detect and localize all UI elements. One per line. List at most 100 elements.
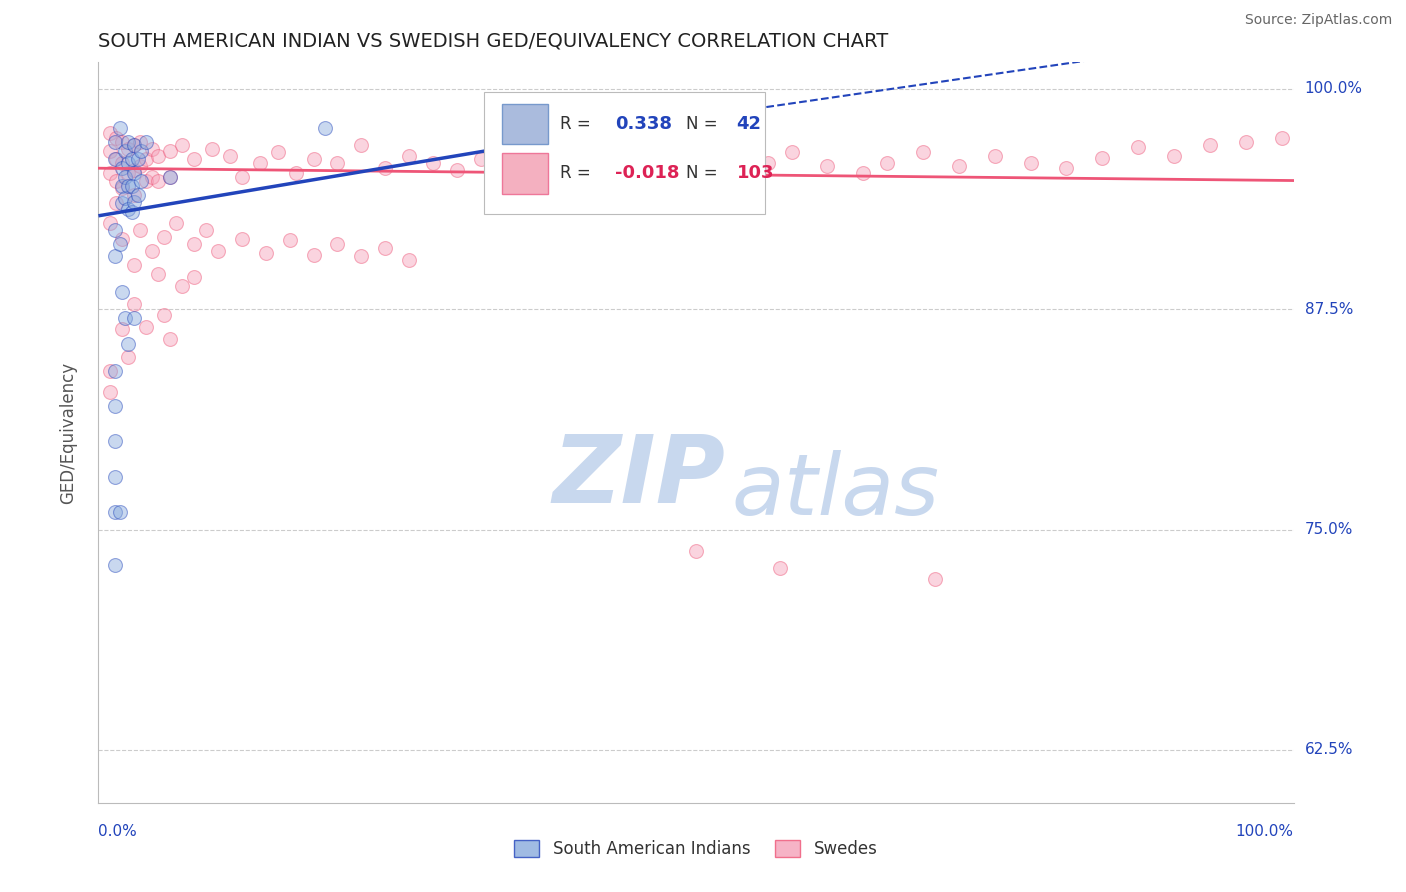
FancyBboxPatch shape <box>485 92 765 214</box>
Point <box>114 311 136 326</box>
Y-axis label: GED/Equivalency: GED/Equivalency <box>59 361 77 504</box>
Point <box>541 153 564 167</box>
Point <box>207 244 229 258</box>
Point <box>135 153 157 167</box>
Point <box>148 173 170 187</box>
Point <box>141 244 163 258</box>
Point <box>117 135 139 149</box>
Point <box>129 160 152 174</box>
Point <box>374 161 396 176</box>
Point <box>105 196 128 211</box>
Point <box>124 311 146 326</box>
Point <box>517 161 540 176</box>
Point <box>104 249 127 263</box>
Point <box>876 156 898 170</box>
Point <box>948 160 970 174</box>
Point <box>350 249 373 263</box>
Point <box>1234 135 1257 149</box>
Text: SOUTH AMERICAN INDIAN VS SWEDISH GED/EQUIVALENCY CORRELATION CHART: SOUTH AMERICAN INDIAN VS SWEDISH GED/EQU… <box>98 31 889 50</box>
Point <box>1091 151 1114 165</box>
Point <box>231 169 253 184</box>
Point <box>422 156 444 170</box>
Legend: South American Indians, Swedes: South American Indians, Swedes <box>508 833 884 865</box>
Text: 103: 103 <box>737 164 775 183</box>
Point <box>141 169 163 184</box>
Point <box>105 131 128 145</box>
Point <box>183 237 205 252</box>
Point <box>105 173 128 187</box>
Text: 42: 42 <box>737 115 762 133</box>
Point <box>648 149 672 163</box>
Point <box>111 156 134 170</box>
Point <box>104 364 127 378</box>
Point <box>124 258 146 272</box>
Bar <box>502 103 548 145</box>
Point <box>685 543 707 558</box>
Point <box>1199 138 1222 153</box>
Point <box>219 149 242 163</box>
Point <box>121 153 143 167</box>
Point <box>201 142 224 156</box>
Point <box>446 163 468 178</box>
Point <box>578 120 600 135</box>
Point <box>98 364 122 378</box>
Point <box>602 145 624 160</box>
Point <box>153 308 176 322</box>
Point <box>1271 131 1294 145</box>
Point <box>104 223 127 237</box>
Point <box>111 161 134 176</box>
Point <box>284 166 307 180</box>
Point <box>117 178 139 193</box>
Point <box>104 469 127 483</box>
Point <box>98 166 122 180</box>
Point <box>124 194 146 209</box>
Point <box>124 297 146 311</box>
Point <box>815 160 838 174</box>
Text: 0.338: 0.338 <box>614 115 672 133</box>
Text: atlas: atlas <box>733 450 939 533</box>
Point <box>924 572 946 586</box>
Point <box>111 285 134 299</box>
Point <box>121 178 143 193</box>
Text: Source: ZipAtlas.com: Source: ZipAtlas.com <box>1244 13 1392 28</box>
Point <box>148 267 170 281</box>
Point <box>124 163 146 178</box>
Point <box>111 180 134 194</box>
Point <box>494 138 516 153</box>
Point <box>108 237 131 252</box>
Point <box>159 169 181 184</box>
Point <box>159 169 181 184</box>
Point <box>108 505 131 519</box>
Point <box>398 252 420 267</box>
Point <box>98 144 122 158</box>
Point <box>98 385 122 400</box>
Point <box>117 166 139 180</box>
Point <box>127 153 149 167</box>
Point <box>183 153 205 167</box>
Point <box>129 223 152 237</box>
Point <box>117 156 139 170</box>
Point <box>626 161 648 176</box>
Point <box>183 270 205 285</box>
Text: 75.0%: 75.0% <box>1305 522 1353 537</box>
Point <box>172 138 194 153</box>
Point <box>852 166 875 180</box>
Point <box>117 202 139 216</box>
Text: R =: R = <box>560 164 596 183</box>
Point <box>481 120 505 135</box>
Bar <box>502 153 548 194</box>
Text: 0.0%: 0.0% <box>98 824 138 839</box>
Text: R =: R = <box>560 115 596 133</box>
Point <box>108 120 131 135</box>
Point <box>111 196 134 211</box>
Text: 62.5%: 62.5% <box>1305 742 1353 757</box>
Text: -0.018: -0.018 <box>614 164 679 183</box>
Point <box>111 135 134 149</box>
Point <box>254 245 277 260</box>
Text: 100.0%: 100.0% <box>1305 81 1362 96</box>
Point <box>127 187 149 202</box>
Point <box>326 156 349 170</box>
Point <box>114 144 136 158</box>
Point <box>165 216 187 230</box>
Point <box>302 153 325 167</box>
